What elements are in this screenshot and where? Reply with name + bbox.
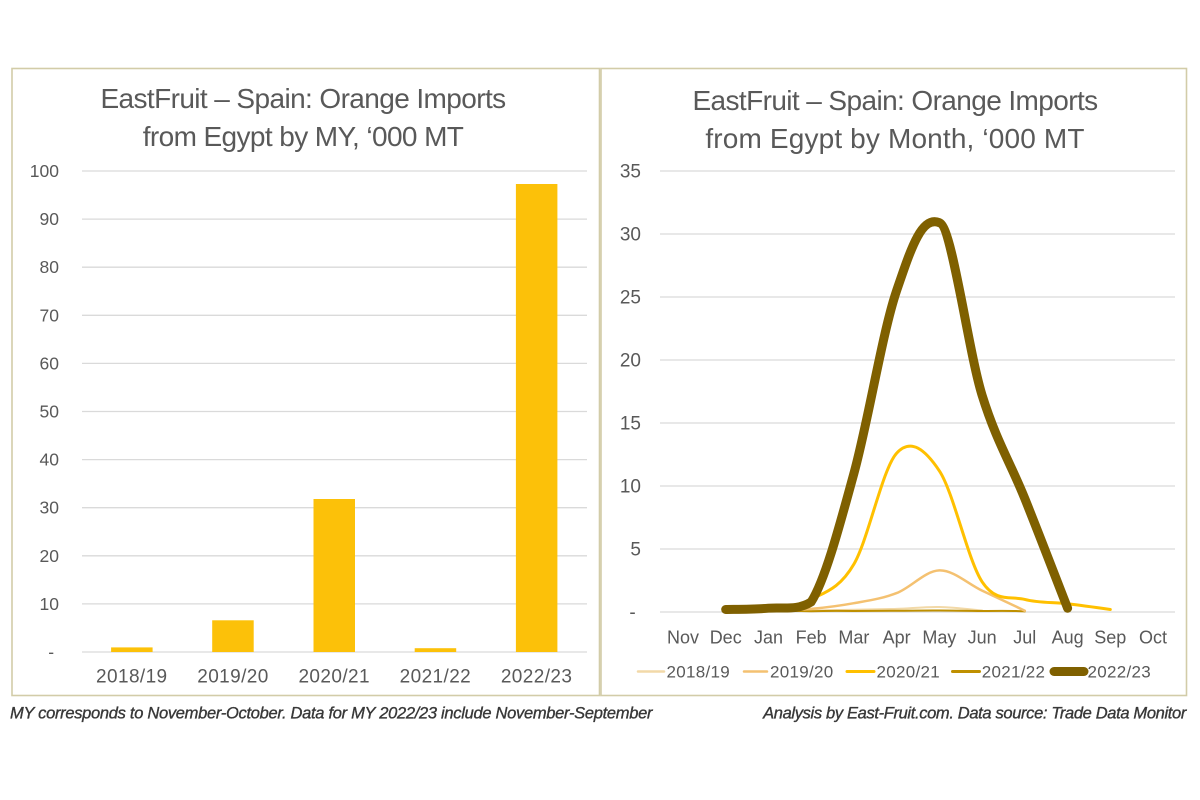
svg-text:Oct: Oct	[1139, 628, 1167, 648]
svg-text:Jul: Jul	[1013, 628, 1036, 648]
svg-text:Nov: Nov	[667, 628, 699, 648]
svg-text:30: 30	[620, 225, 641, 246]
svg-text:5: 5	[630, 540, 641, 561]
svg-text:Aug: Aug	[1052, 628, 1084, 648]
svg-text:2019/20: 2019/20	[197, 667, 268, 688]
svg-text:2020/21: 2020/21	[298, 667, 369, 688]
svg-text:Mar: Mar	[838, 628, 869, 648]
svg-text:May: May	[922, 628, 956, 648]
svg-text:20: 20	[40, 546, 60, 566]
svg-text:2022/23: 2022/23	[501, 667, 572, 688]
svg-text:MY corresponds to November-Oct: MY corresponds to November-October. Data…	[10, 705, 654, 723]
svg-text:2022/23: 2022/23	[1088, 663, 1152, 682]
svg-text:30: 30	[40, 498, 60, 518]
svg-text:90: 90	[40, 209, 60, 229]
svg-text:50: 50	[40, 402, 60, 422]
svg-text:EastFruit – Spain: Orange Impo: EastFruit – Spain: Orange Imports	[692, 85, 1097, 116]
svg-text:Dec: Dec	[710, 628, 742, 648]
svg-text:Jun: Jun	[968, 628, 997, 648]
svg-text:70: 70	[40, 305, 60, 325]
svg-text:from Egypt by MY, ‘000 MT: from Egypt by MY, ‘000 MT	[143, 121, 464, 152]
svg-text:10: 10	[620, 477, 641, 498]
svg-text:60: 60	[40, 353, 60, 373]
svg-text:2018/19: 2018/19	[96, 667, 167, 688]
svg-text:2021/22: 2021/22	[982, 663, 1046, 682]
svg-text:Analysis by East-Fruit.com. Da: Analysis by East-Fruit.com. Data source:…	[762, 705, 1188, 723]
svg-text:-: -	[48, 642, 59, 662]
svg-text:EastFruit – Spain: Orange Impo: EastFruit – Spain: Orange Imports	[100, 83, 505, 114]
svg-text:80: 80	[40, 257, 60, 277]
svg-text:100: 100	[30, 161, 59, 181]
svg-text:Sep: Sep	[1094, 628, 1126, 648]
svg-text:Feb: Feb	[796, 628, 827, 648]
svg-text:20: 20	[620, 351, 641, 372]
svg-text:35: 35	[620, 162, 641, 183]
svg-text:Jan: Jan	[754, 628, 783, 648]
svg-text:from Egypt by Month, ‘000 MT: from Egypt by Month, ‘000 MT	[705, 123, 1084, 154]
svg-text:2020/21: 2020/21	[877, 663, 941, 682]
svg-text:-: -	[629, 603, 641, 624]
svg-text:10: 10	[40, 594, 60, 614]
svg-text:Apr: Apr	[883, 628, 911, 648]
svg-text:40: 40	[40, 450, 60, 470]
svg-text:2018/19: 2018/19	[667, 663, 731, 682]
svg-text:2021/22: 2021/22	[400, 667, 471, 688]
svg-text:25: 25	[620, 288, 641, 309]
svg-text:15: 15	[620, 414, 641, 435]
svg-text:2019/20: 2019/20	[770, 663, 834, 682]
